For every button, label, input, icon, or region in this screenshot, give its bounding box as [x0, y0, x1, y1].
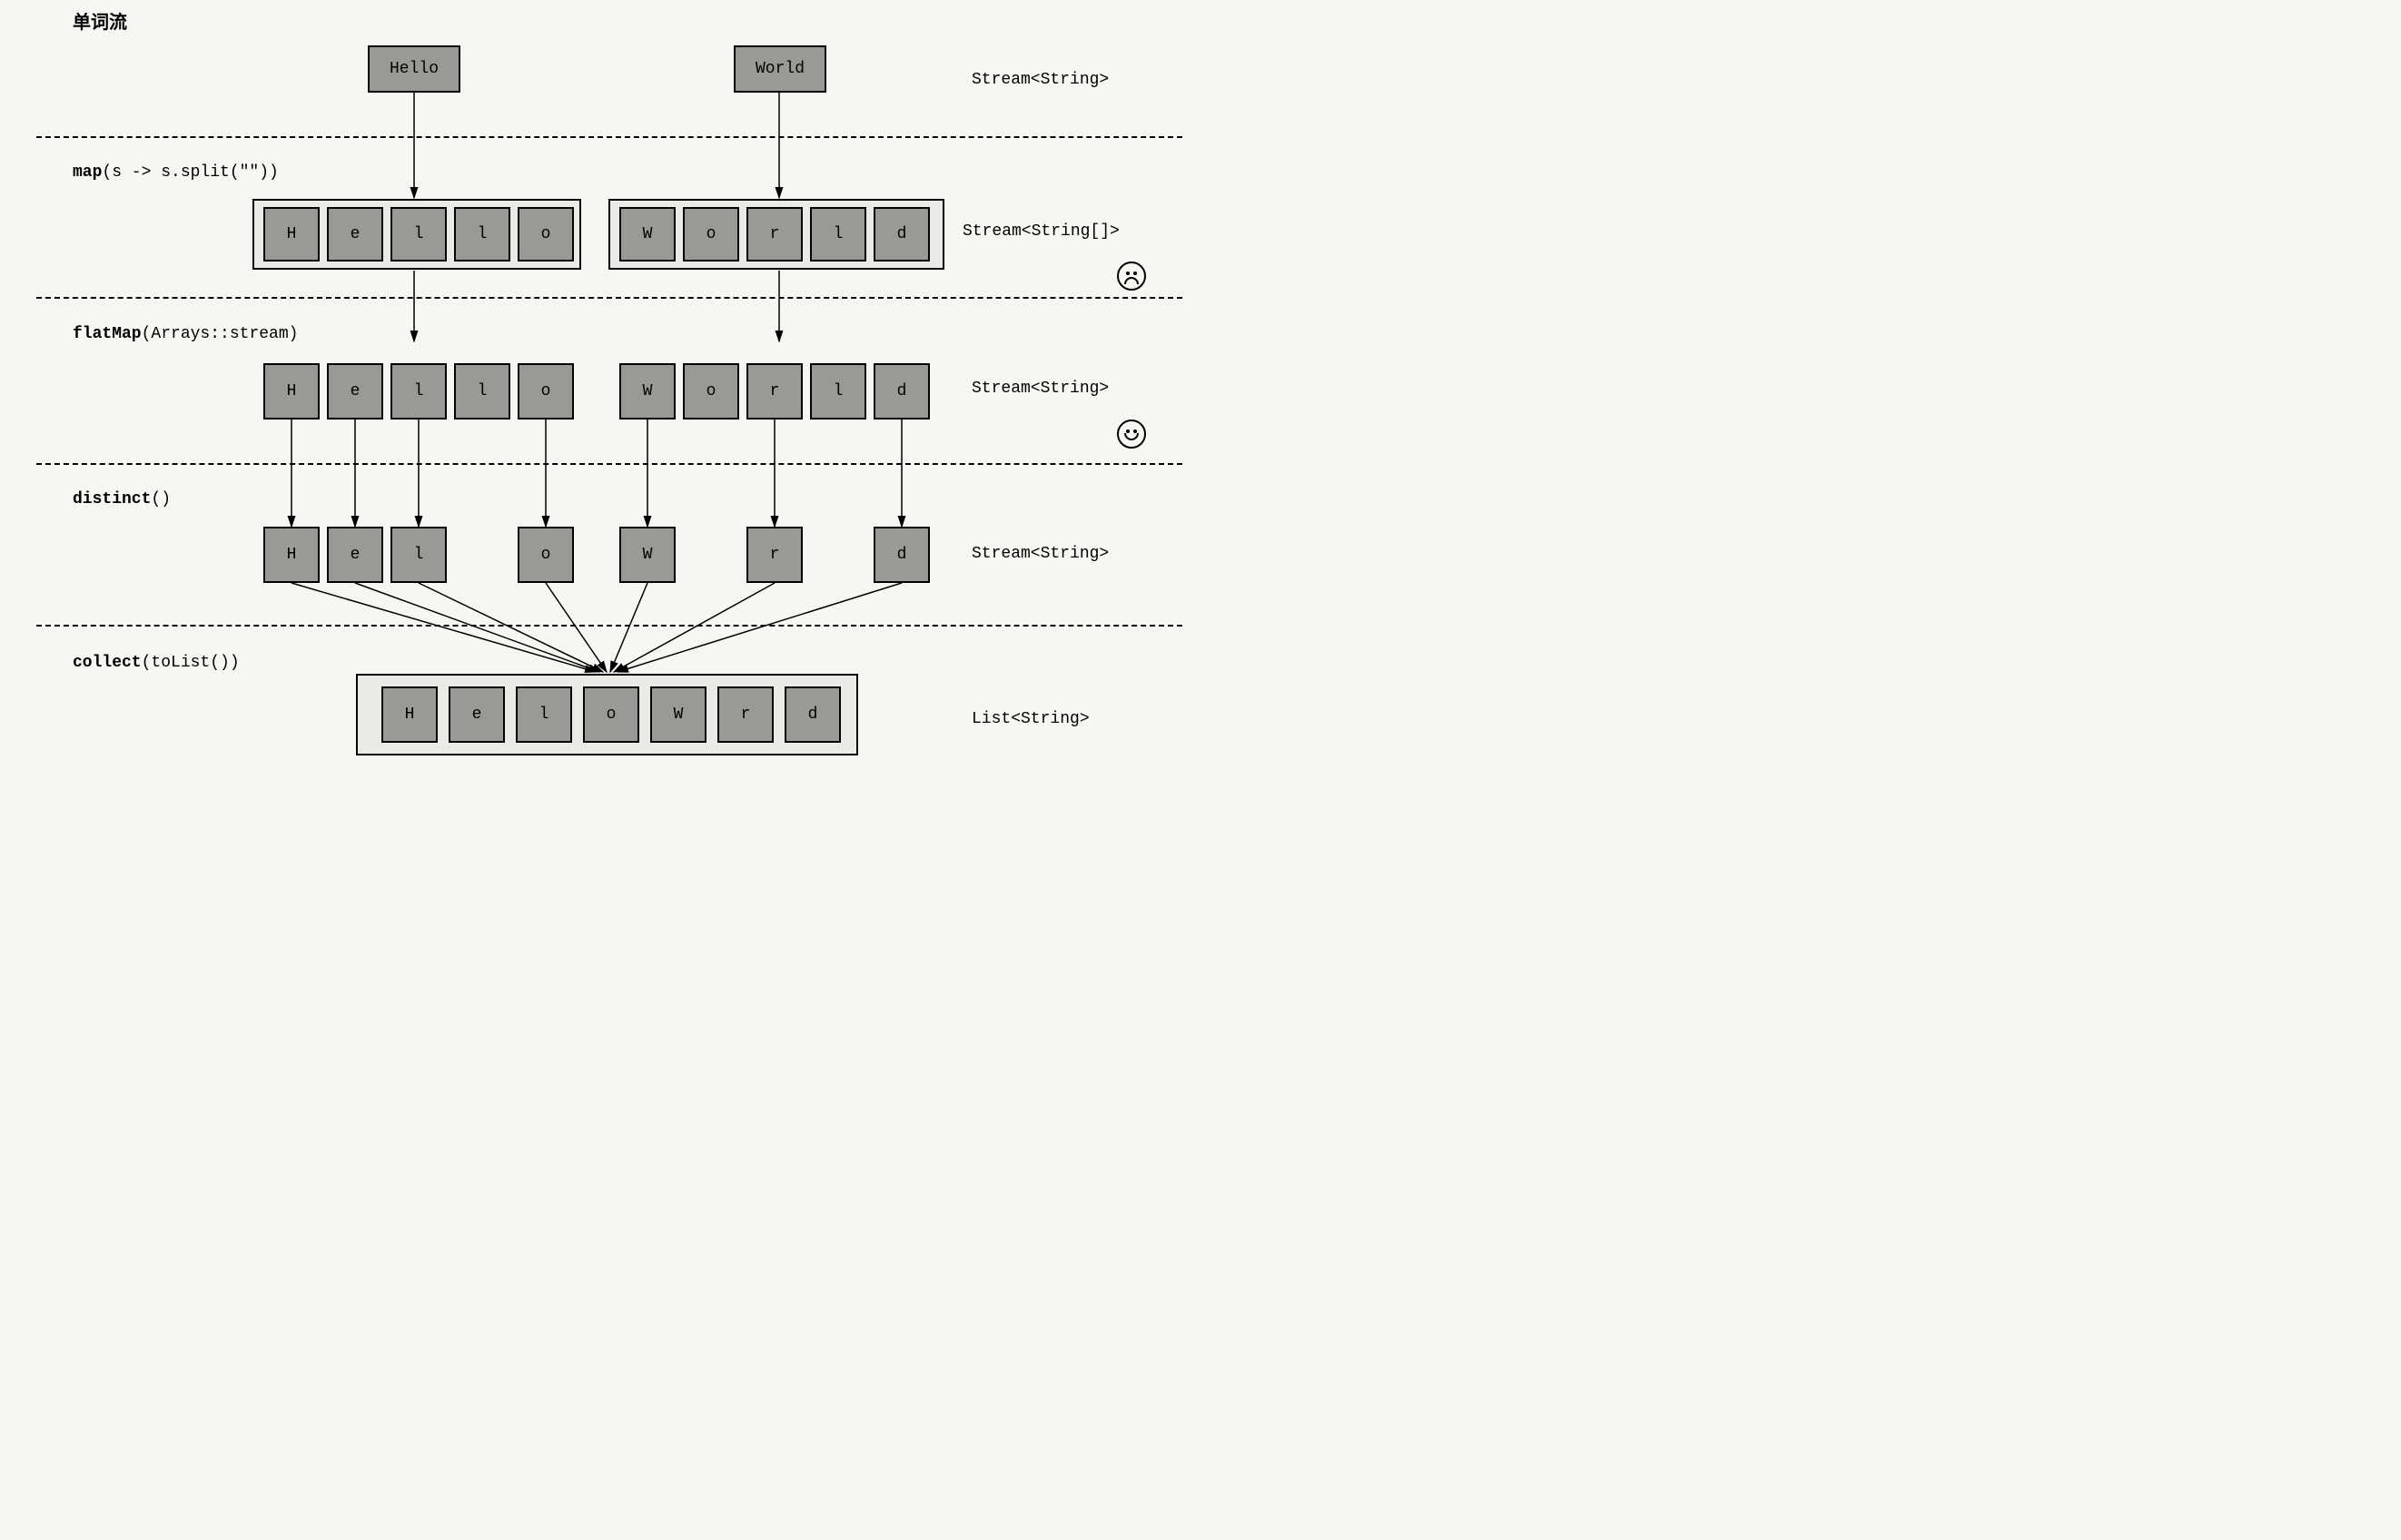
type-label-input: Stream<String> [972, 71, 1109, 89]
diagram-title: 单词流 [73, 7, 127, 35]
flatmap-cell-2: l [390, 363, 447, 420]
distinct-cell-1: e [327, 527, 383, 583]
flatmap-cell-3: l [454, 363, 510, 420]
input-box-world: World [734, 45, 826, 93]
sad-face-icon [1117, 262, 1146, 291]
divider-1 [36, 136, 1182, 138]
map-cell-3: l [454, 207, 510, 262]
op-bold-map: map [73, 163, 102, 182]
input-box-hello: Hello [368, 45, 460, 93]
map-cell-6: o [683, 207, 739, 262]
flatmap-cell-9: d [874, 363, 930, 420]
map-cell-2: l [390, 207, 447, 262]
distinct-cell-5: r [746, 527, 803, 583]
type-label-distinct: Stream<String> [972, 545, 1109, 563]
divider-3 [36, 463, 1182, 465]
distinct-cell-2: l [390, 527, 447, 583]
op-label-map: map(s -> s.split("")) [73, 163, 279, 182]
map-cell-9: d [874, 207, 930, 262]
type-label-flatmap: Stream<String> [972, 380, 1109, 398]
divider-4 [36, 625, 1182, 627]
distinct-cell-6: d [874, 527, 930, 583]
flatmap-cell-7: r [746, 363, 803, 420]
map-cell-8: l [810, 207, 866, 262]
collect-cell-4: W [650, 686, 706, 743]
type-label-map: Stream<String[]> [963, 222, 1120, 241]
divider-2 [36, 297, 1182, 299]
op-label-flatmap: flatMap(Arrays::stream) [73, 325, 298, 343]
op-rest-flatmap: (Arrays::stream) [142, 325, 299, 343]
map-cell-5: W [619, 207, 676, 262]
flatmap-cell-5: W [619, 363, 676, 420]
op-rest-collect: (toList()) [142, 654, 240, 672]
collect-cell-6: d [785, 686, 841, 743]
flatmap-cell-0: H [263, 363, 320, 420]
collect-cell-2: l [516, 686, 572, 743]
flatmap-cell-6: o [683, 363, 739, 420]
op-bold-distinct: distinct [73, 490, 151, 508]
map-cell-4: o [518, 207, 574, 262]
distinct-cell-3: o [518, 527, 574, 583]
collect-cell-0: H [381, 686, 438, 743]
flatmap-cell-1: e [327, 363, 383, 420]
type-label-collect: List<String> [972, 710, 1090, 728]
op-rest-map: (s -> s.split("")) [102, 163, 278, 182]
op-label-collect: collect(toList()) [73, 654, 240, 672]
map-cell-0: H [263, 207, 320, 262]
flatmap-cell-8: l [810, 363, 866, 420]
op-label-distinct: distinct() [73, 490, 171, 508]
op-bold-collect: collect [73, 654, 142, 672]
flatmap-cell-4: o [518, 363, 574, 420]
map-cell-1: e [327, 207, 383, 262]
happy-face-icon [1117, 420, 1146, 449]
op-bold-flatmap: flatMap [73, 325, 142, 343]
distinct-cell-0: H [263, 527, 320, 583]
op-rest-distinct: () [151, 490, 171, 508]
collect-cell-1: e [449, 686, 505, 743]
map-cell-7: r [746, 207, 803, 262]
collect-cell-3: o [583, 686, 639, 743]
diagram-canvas: 单词流 Hello World Stream<String> map(s -> … [0, 0, 1200, 770]
collect-cell-5: r [717, 686, 774, 743]
distinct-cell-4: W [619, 527, 676, 583]
